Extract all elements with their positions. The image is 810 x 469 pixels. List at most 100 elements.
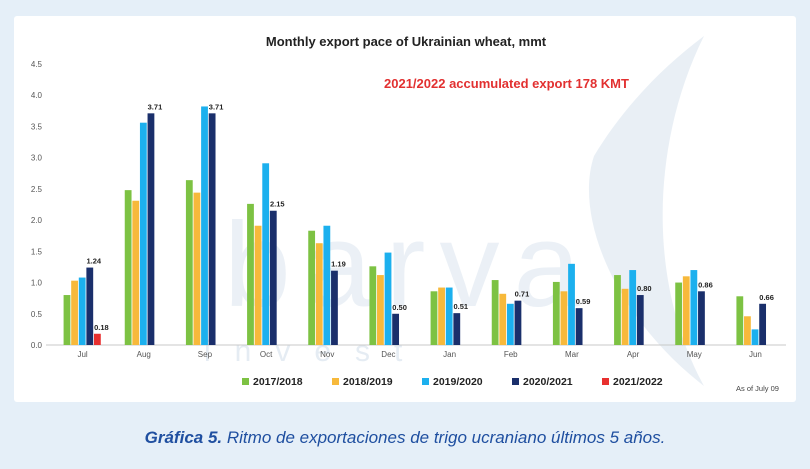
y-axis: 0.0 0.5 1.0 1.5 2.0 2.5 3.0 3.5 4.0 4.5: [31, 60, 786, 350]
x-tick-label: Aug: [137, 350, 151, 359]
bar-feb-2018-2019: [499, 293, 507, 345]
data-label-oct: 2.15: [270, 200, 285, 209]
chart-annotation: 2021/2022 accumulated export 178 KMT: [384, 76, 629, 91]
data-label-apr: 0.80: [637, 284, 652, 293]
bar-jul-2018-2019: [71, 280, 78, 345]
bar-aug-2020-2021: [147, 113, 155, 345]
bar-jan-2019-2020: [445, 287, 453, 345]
bar-jan-2018-2019: [438, 287, 445, 345]
legend-label: 2018/2019: [343, 376, 393, 388]
bar-nov-2020-2021: [331, 270, 338, 345]
bar-dec-2020-2021: [392, 313, 400, 345]
legend: 2017/2018 2018/2019 2019/2020 2020/2021 2021…: [242, 376, 663, 388]
bar-mar-2019-2020: [568, 263, 575, 345]
x-tick-label: Dec: [381, 350, 395, 359]
bar-sep-2017-2018: [185, 180, 193, 345]
data-label-nov: 1.19: [331, 260, 346, 269]
data-labels: 1.24 0.18 3.71 3.71 2.15 1.19 0.50 0.51 0.71 0.59…: [86, 102, 773, 331]
bar-nov-2017-2018: [308, 230, 316, 345]
legend-swatch: [242, 378, 249, 385]
bar-aug-2018-2019: [132, 200, 140, 345]
bar-dec-2017-2018: [369, 266, 377, 345]
as-of-note: As of July 09: [736, 384, 779, 393]
bar-may-2019-2020: [690, 270, 698, 345]
x-tick-label: Feb: [504, 350, 518, 359]
bar-sep-2018-2019: [193, 192, 201, 345]
bar-apr-2018-2019: [621, 288, 629, 345]
legend-label: 2019/2020: [433, 376, 483, 388]
data-label-may: 0.86: [698, 280, 713, 289]
legend-label: 2020/2021: [523, 376, 573, 388]
bar-jul-2020-2021: [86, 267, 94, 345]
data-label-feb: 0.71: [515, 290, 530, 299]
y-tick-label: 3.5: [31, 122, 43, 131]
caption-text: Ritmo de exportaciones de trigo ucranian…: [226, 428, 666, 447]
bar-feb-2020-2021: [514, 300, 522, 345]
bar-dec-2019-2020: [384, 252, 392, 345]
bar-apr-2020-2021: [636, 295, 644, 345]
x-tick-label: Nov: [320, 350, 334, 359]
watermark-sub: invest: [204, 335, 426, 368]
data-label-aug: 3.71: [148, 102, 163, 111]
data-label-mar: 0.59: [576, 297, 591, 306]
x-tick-label: Jan: [443, 350, 456, 359]
x-axis: Jul Aug Sep Oct Nov Dec Jan Feb Mar Apr May Jun: [77, 350, 761, 359]
legend-swatch: [602, 378, 609, 385]
figure-caption: Gráfica 5. Ritmo de exportaciones de tri…: [0, 428, 810, 448]
bar-jun-2017-2018: [736, 296, 744, 345]
data-label-jun: 0.66: [759, 293, 774, 302]
data-label-jul: 0.18: [94, 323, 109, 332]
chart-panel: barva invest Monthly export pace of Ukra…: [14, 16, 796, 402]
bar-nov-2018-2019: [315, 243, 323, 345]
y-tick-label: 0.5: [31, 310, 43, 319]
y-tick-label: 1.0: [31, 279, 43, 288]
y-tick-label: 0.0: [31, 341, 43, 350]
bars: [63, 106, 767, 345]
bar-feb-2019-2020: [506, 303, 514, 345]
watermark-brand: barva: [224, 198, 594, 332]
y-tick-label: 2.0: [31, 216, 43, 225]
x-tick-label: Oct: [260, 350, 273, 359]
bar-feb-2017-2018: [491, 280, 499, 345]
y-tick-label: 4.5: [31, 60, 43, 69]
x-tick-label: Jun: [749, 350, 762, 359]
bar-nov-2019-2020: [323, 225, 331, 345]
chart-title: Monthly export pace of Ukrainian wheat, …: [266, 34, 547, 49]
bar-jun-2018-2019: [744, 316, 751, 345]
bar-apr-2019-2020: [629, 270, 637, 345]
bar-jul-2017-2018: [63, 295, 71, 345]
legend-swatch: [422, 378, 429, 385]
bar-jan-2017-2018: [430, 291, 438, 345]
bar-oct-2017-2018: [247, 203, 254, 345]
data-label-sep: 3.71: [209, 102, 224, 111]
bar-jun-2019-2020: [751, 329, 759, 345]
bar-may-2018-2019: [682, 276, 690, 345]
x-tick-label: Apr: [627, 350, 640, 359]
bar-jan-2020-2021: [453, 313, 461, 345]
bar-mar-2017-2018: [552, 281, 560, 345]
y-tick-label: 2.5: [31, 185, 43, 194]
data-label-jul: 1.24: [86, 257, 101, 266]
bar-chart: barva invest Monthly export pace of Ukra…: [31, 34, 786, 393]
bar-mar-2018-2019: [560, 291, 568, 345]
bar-may-2020-2021: [698, 291, 705, 345]
x-tick-label: Jul: [77, 350, 87, 359]
bar-jun-2020-2021: [759, 303, 767, 345]
x-tick-label: May: [687, 350, 702, 359]
data-label-jan: 0.51: [453, 302, 468, 311]
y-tick-label: 3.0: [31, 154, 43, 163]
watermark: barva invest: [204, 36, 704, 386]
y-tick-label: 1.5: [31, 247, 43, 256]
x-tick-label: Mar: [565, 350, 579, 359]
bar-aug-2017-2018: [124, 190, 132, 345]
bar-dec-2018-2019: [377, 275, 384, 345]
bar-oct-2020-2021: [269, 210, 277, 345]
caption-label: Gráfica 5.: [144, 428, 223, 447]
legend-swatch: [512, 378, 519, 385]
bar-apr-2017-2018: [614, 275, 621, 345]
bar-jul-2021-2022: [93, 333, 101, 345]
bar-jul-2019-2020: [78, 277, 86, 345]
legend-swatch: [332, 378, 339, 385]
y-tick-label: 4.0: [31, 91, 43, 100]
legend-label: 2017/2018: [253, 376, 303, 388]
